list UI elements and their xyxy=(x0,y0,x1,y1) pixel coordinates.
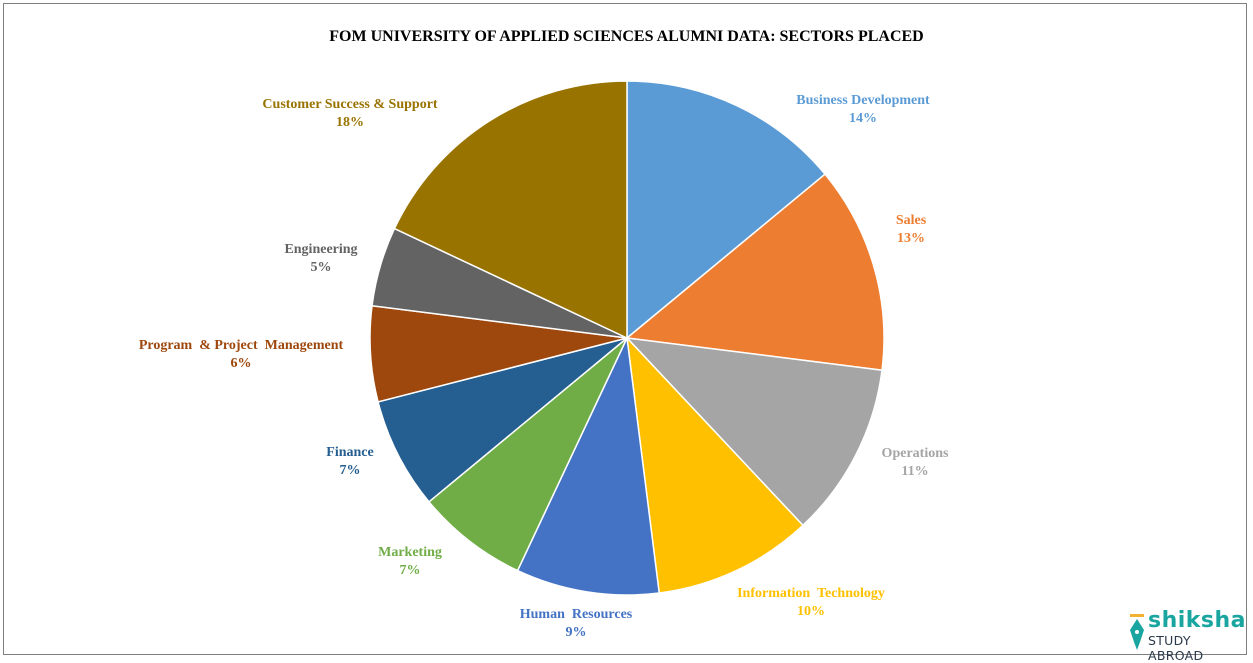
data-label-name: Sales xyxy=(895,213,927,228)
shiksha-logo: shiksha STUDY ABROAD xyxy=(1128,608,1246,663)
data-label-value: 18% xyxy=(335,115,364,130)
logo-brand: shiksha xyxy=(1148,608,1247,633)
pie-slice-sales xyxy=(625,173,885,372)
data-label-name: Customer Success & Support xyxy=(262,97,438,112)
data-label-name: Human Resources xyxy=(519,607,633,622)
data-label-value: 6% xyxy=(230,356,252,371)
data-label-value: 7% xyxy=(339,463,361,478)
pie-slice-business-development xyxy=(626,80,827,340)
data-label: Finance 7% xyxy=(326,444,373,480)
data-label-value: 10% xyxy=(797,604,825,619)
data-label-value: 13% xyxy=(897,231,925,246)
data-label-name: Business Development xyxy=(796,93,930,108)
pie-slice-marketing xyxy=(427,337,628,572)
logo-tagline: STUDY ABROAD xyxy=(1148,633,1204,663)
data-label: Human Resources 9% xyxy=(520,606,633,642)
data-label-name: Marketing xyxy=(378,545,442,560)
pen-nib-icon xyxy=(1130,614,1144,650)
data-label-name: Program & Project Management xyxy=(138,338,344,353)
data-label-value: 7% xyxy=(399,563,421,578)
data-label-name: Finance xyxy=(326,445,374,460)
data-label-value: 11% xyxy=(901,464,929,479)
chart-frame xyxy=(3,3,1247,655)
data-label-value: 5% xyxy=(310,260,332,275)
data-label-name: Operations xyxy=(881,446,949,461)
data-label: Business Development 14% xyxy=(796,92,929,128)
pie-slice-human-resources xyxy=(516,335,661,596)
data-label: Operations 11% xyxy=(882,445,949,481)
pie-slice-operations xyxy=(625,336,883,527)
pie-slice-customer-success-support xyxy=(393,80,628,340)
data-label: Sales 13% xyxy=(896,212,926,248)
pie-slice-finance xyxy=(377,337,628,503)
data-label: Marketing 7% xyxy=(378,544,442,580)
data-label-value: 9% xyxy=(565,625,587,640)
chart-title: FOM UNIVERSITY OF APPLIED SCIENCES ALUMN… xyxy=(329,28,924,45)
data-label-value: 14% xyxy=(849,111,877,126)
data-label: Engineering 5% xyxy=(284,241,357,277)
data-label: Information Technology 10% xyxy=(737,585,885,621)
data-label-name: Information Technology xyxy=(737,586,885,601)
data-label-name: Engineering xyxy=(284,242,358,257)
data-label: Customer Success & Support 18% xyxy=(262,96,437,132)
pie-slice-information-technology xyxy=(625,335,804,594)
data-label: Program & Project Management 6% xyxy=(139,337,343,373)
